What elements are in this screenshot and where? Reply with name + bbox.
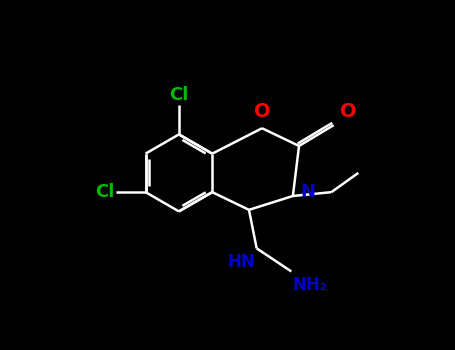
Text: O: O <box>254 102 270 120</box>
Text: O: O <box>340 102 356 120</box>
Text: Cl: Cl <box>169 86 188 104</box>
Text: HN: HN <box>228 253 255 271</box>
Text: Cl: Cl <box>96 183 115 201</box>
Text: N: N <box>301 183 316 201</box>
Text: NH₂: NH₂ <box>293 276 328 294</box>
